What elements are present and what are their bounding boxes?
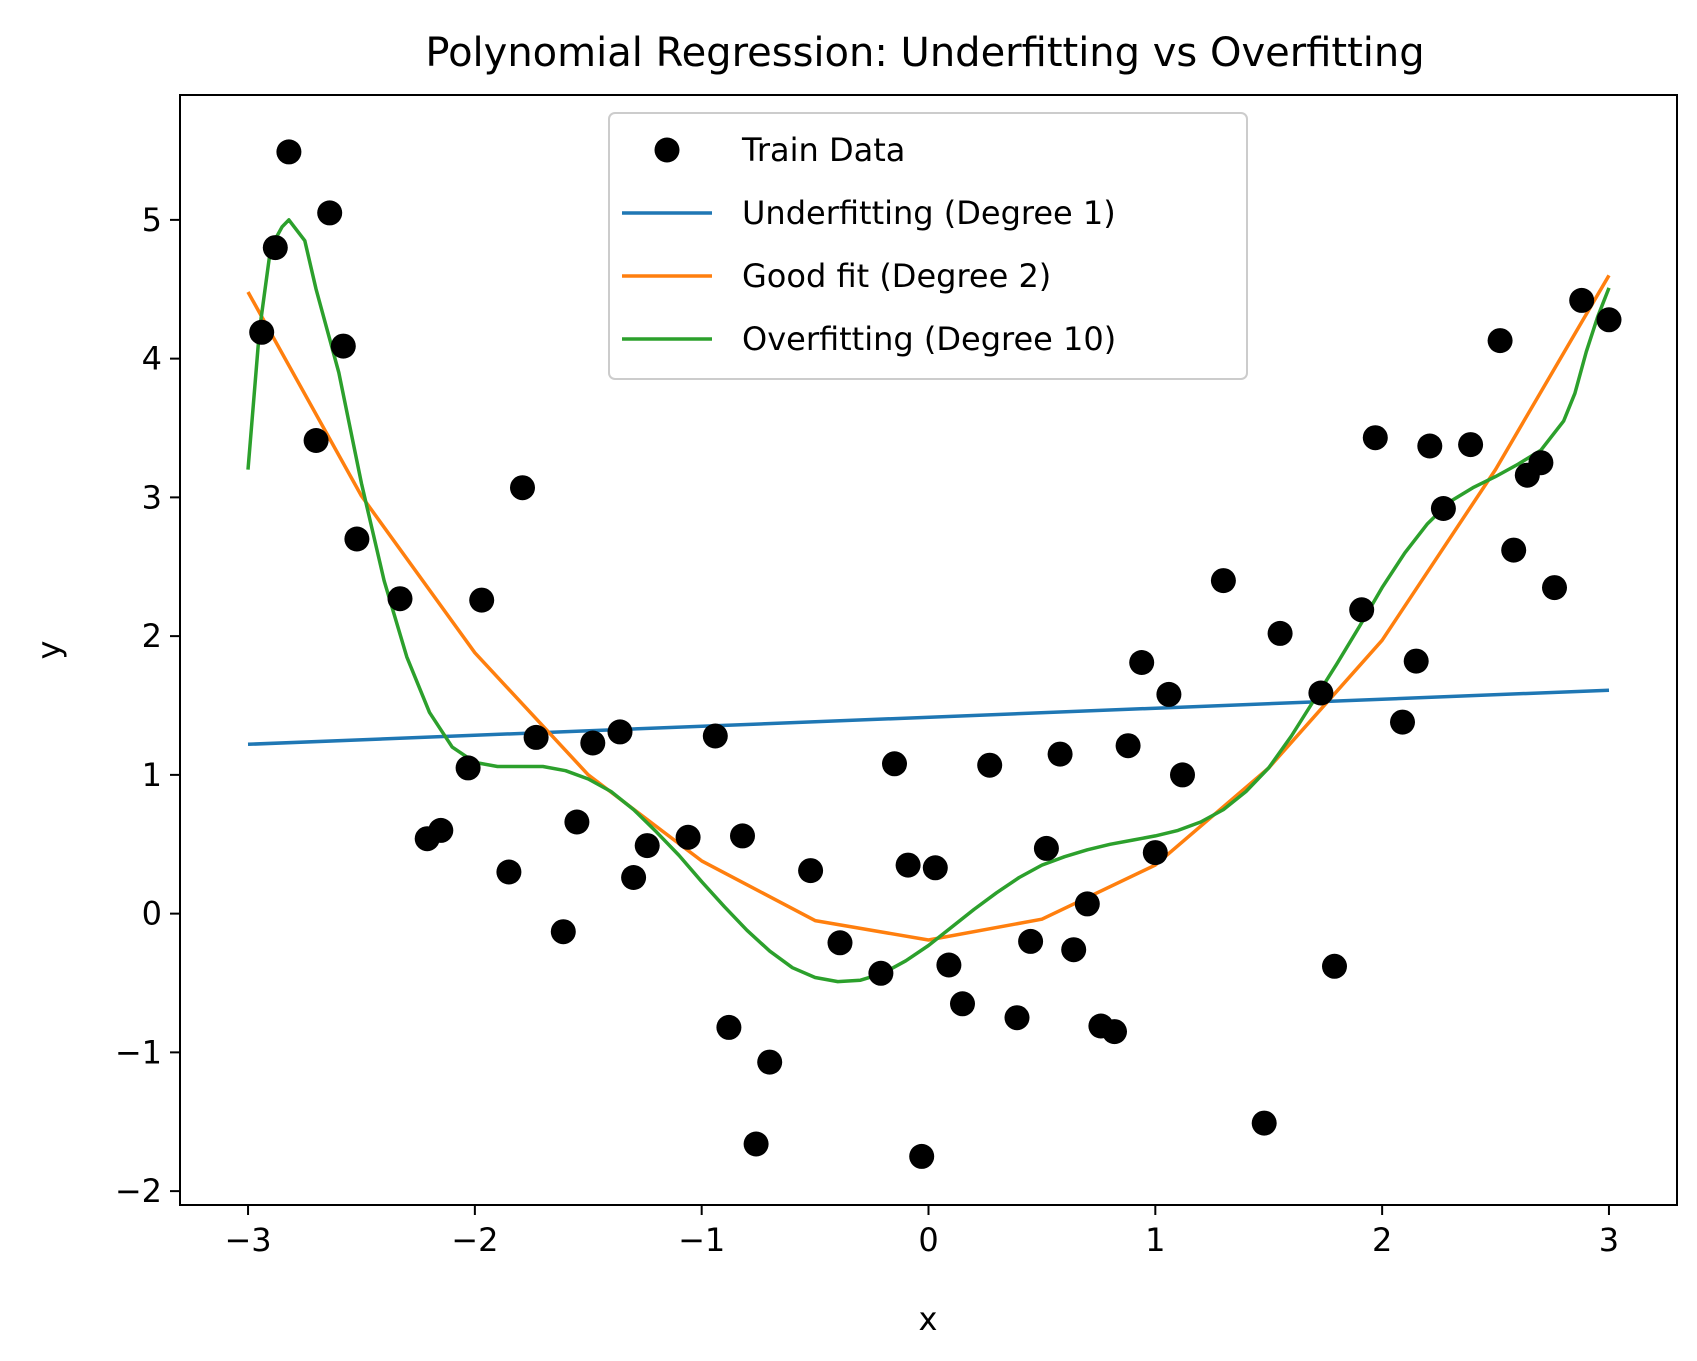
- y-tick-label: −2: [115, 1172, 162, 1210]
- data-point: [977, 752, 1003, 778]
- legend-frame: [608, 112, 1248, 380]
- data-point: [1061, 937, 1087, 963]
- data-point: [950, 991, 975, 1017]
- data-point: [1115, 733, 1141, 759]
- chart-title: Polynomial Regression: Underfitting vs O…: [425, 30, 1424, 76]
- data-point: [1074, 891, 1100, 917]
- data-point: [1417, 433, 1443, 459]
- data-point: [675, 824, 701, 850]
- data-point: [1267, 620, 1293, 646]
- legend: Train Data Underfitting (Degree 1) Good fi…: [608, 112, 1248, 380]
- legend-label: Underfitting (Degree 1): [742, 194, 1116, 232]
- data-point: [936, 952, 962, 978]
- data-point: [1501, 537, 1527, 563]
- data-point: [387, 586, 413, 612]
- series-line-3: [246, 218, 1611, 984]
- data-point: [868, 960, 894, 986]
- data-point: [607, 719, 633, 745]
- x-tick-label: 3: [1599, 1221, 1619, 1259]
- data-point: [510, 475, 535, 501]
- data-point: [730, 823, 755, 849]
- data-point: [276, 139, 302, 165]
- data-point: [1458, 432, 1484, 458]
- y-tick-label: 2: [142, 617, 162, 655]
- data-point: [580, 730, 606, 756]
- data-point: [895, 852, 921, 878]
- data-point: [798, 858, 824, 884]
- data-point: [757, 1049, 783, 1075]
- data-point: [1170, 762, 1195, 788]
- data-point: [249, 319, 275, 345]
- y-axis-label: y: [30, 641, 68, 660]
- data-point: [1251, 1110, 1277, 1136]
- y-tick-label: 1: [142, 756, 162, 794]
- y-axis: −2 −1 0 1 2 3 4 5: [115, 201, 180, 1210]
- data-point: [330, 333, 356, 359]
- data-point: [344, 526, 370, 552]
- data-point: [1308, 680, 1334, 706]
- data-point: [523, 724, 549, 750]
- data-point: [1102, 1019, 1127, 1045]
- x-tick-label: 2: [1372, 1221, 1392, 1259]
- data-point: [621, 865, 647, 890]
- data-point: [1528, 450, 1554, 476]
- legend-label: Overfitting (Degree 10): [742, 320, 1116, 358]
- data-point: [1018, 928, 1044, 954]
- data-point: [909, 1143, 935, 1169]
- data-point: [1142, 840, 1168, 866]
- data-point: [303, 428, 329, 453]
- data-point: [1487, 328, 1513, 354]
- x-axis: −3 −2 −1 0 1 2 3: [224, 1205, 1619, 1259]
- data-point: [262, 235, 288, 261]
- data-point: [564, 809, 590, 835]
- x-tick-label: 1: [1145, 1221, 1165, 1259]
- data-point: [1349, 597, 1375, 623]
- y-tick-label: 5: [142, 201, 162, 239]
- data-point: [1047, 741, 1073, 767]
- data-point: [1596, 307, 1622, 333]
- data-point: [1542, 575, 1567, 601]
- data-point: [496, 859, 522, 885]
- data-point: [550, 919, 576, 945]
- y-tick-label: −1: [115, 1033, 162, 1071]
- data-point: [716, 1014, 742, 1040]
- data-point: [882, 751, 907, 777]
- legend-marker-train-data: [654, 137, 680, 163]
- x-tick-label: −3: [224, 1221, 271, 1259]
- series-lines: [246, 218, 1611, 984]
- series-line-1: [247, 688, 1610, 747]
- y-tick-label: 0: [142, 895, 162, 933]
- data-point: [1033, 835, 1059, 861]
- data-point: [428, 817, 454, 843]
- data-point: [1322, 953, 1347, 979]
- data-point: [317, 200, 343, 226]
- data-point: [455, 755, 481, 781]
- y-tick-label: 4: [142, 340, 162, 378]
- legend-label: Train Data: [741, 131, 905, 169]
- data-point: [1004, 1005, 1030, 1031]
- x-tick-label: −2: [451, 1221, 498, 1259]
- data-point: [1390, 709, 1415, 735]
- data-point: [922, 855, 948, 881]
- data-point: [702, 723, 728, 749]
- series-line-2: [246, 274, 1611, 942]
- data-point: [634, 833, 660, 859]
- data-point: [1403, 648, 1429, 674]
- data-point: [1129, 650, 1155, 675]
- data-point: [1210, 568, 1236, 594]
- data-point: [1430, 496, 1456, 521]
- x-tick-label: 0: [918, 1221, 938, 1259]
- x-axis-label: x: [919, 1300, 938, 1338]
- y-tick-label: 3: [142, 478, 162, 516]
- data-point: [1156, 681, 1182, 707]
- x-tick-label: −1: [678, 1221, 725, 1259]
- data-point: [1569, 287, 1595, 313]
- train-data-points: [249, 139, 1622, 1169]
- data-point: [827, 930, 853, 956]
- legend-label: Good fit (Degree 2): [742, 257, 1051, 295]
- data-point: [469, 587, 495, 613]
- data-point: [743, 1131, 769, 1157]
- data-point: [1362, 425, 1388, 451]
